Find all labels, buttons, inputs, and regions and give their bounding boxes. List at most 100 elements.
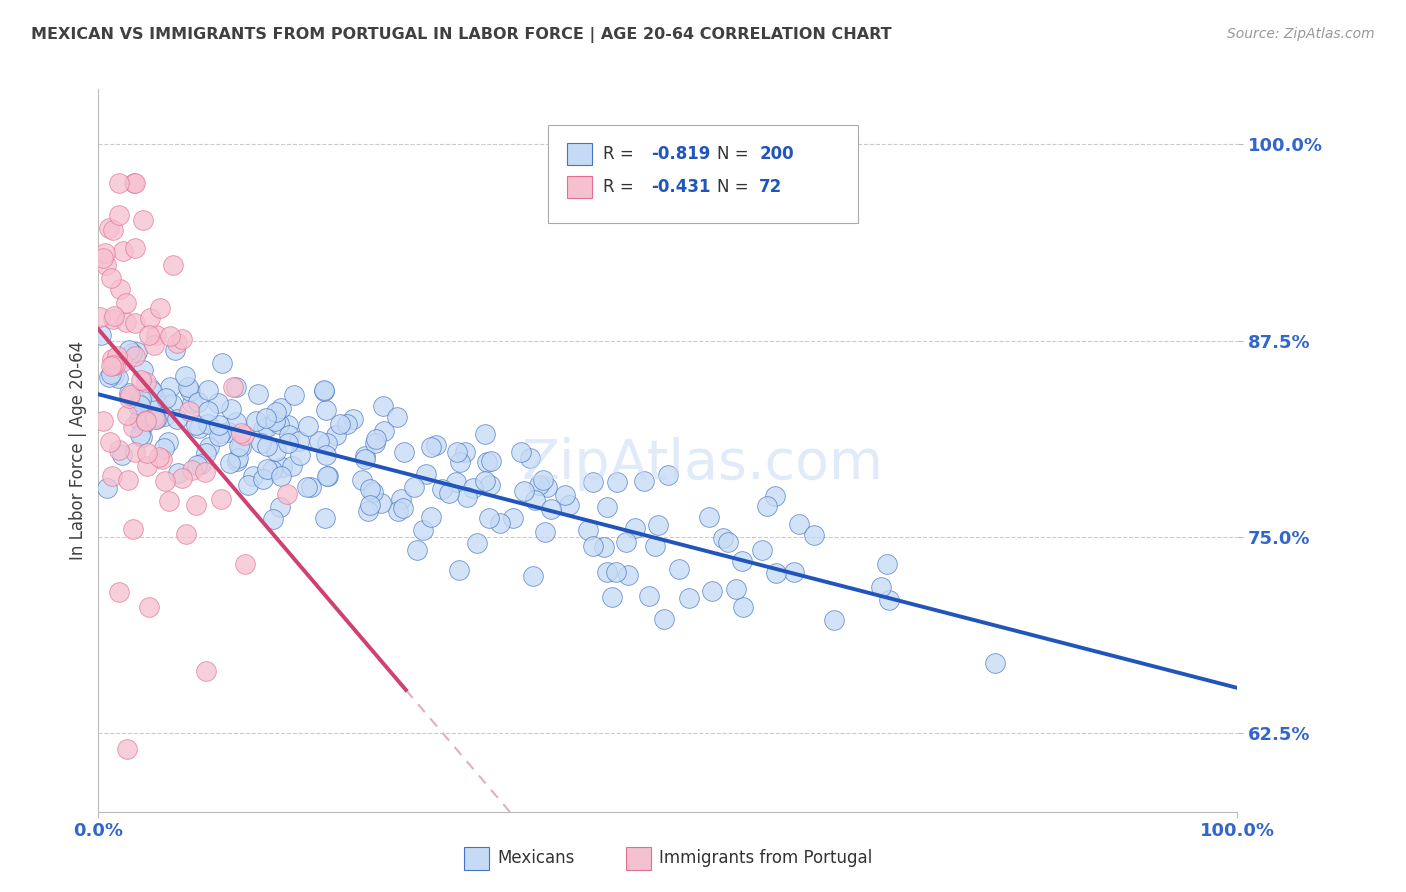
Point <box>155 392 177 406</box>
Point <box>269 500 291 515</box>
Point <box>165 343 187 357</box>
Point <box>638 589 661 603</box>
Point <box>186 458 208 472</box>
Point <box>554 488 576 502</box>
Point <box>139 311 162 326</box>
Point <box>270 401 292 416</box>
Point <box>478 478 501 492</box>
Point <box>217 425 239 439</box>
Point <box>174 368 197 383</box>
Point <box>576 524 599 538</box>
Point <box>89 310 111 324</box>
Point <box>219 402 242 417</box>
Point <box>195 446 218 460</box>
Point <box>209 425 232 440</box>
Point <box>100 367 122 381</box>
Point <box>121 345 143 359</box>
Point <box>596 565 619 579</box>
Point <box>236 477 259 491</box>
Point <box>104 358 127 372</box>
Point <box>118 386 141 401</box>
Point <box>823 613 845 627</box>
Text: N =: N = <box>717 178 754 196</box>
Point <box>176 380 198 394</box>
Point <box>229 440 252 454</box>
Point <box>233 558 256 572</box>
Point <box>314 510 336 524</box>
Point <box>668 562 690 576</box>
Point <box>315 469 337 483</box>
Point <box>167 466 190 480</box>
Point <box>876 557 898 571</box>
Point <box>702 583 724 598</box>
Point <box>197 417 219 432</box>
Point <box>159 494 181 508</box>
Text: 72: 72 <box>759 178 783 196</box>
Point <box>231 425 253 440</box>
Point <box>531 473 554 487</box>
Point <box>128 413 150 427</box>
Point <box>751 543 773 558</box>
Point <box>363 484 385 499</box>
Text: ZipAtlas.com: ZipAtlas.com <box>522 437 884 491</box>
Point <box>148 401 170 415</box>
Point <box>394 445 416 459</box>
Point <box>405 543 427 558</box>
Point <box>187 395 209 409</box>
Point <box>197 383 219 397</box>
Point <box>122 523 145 537</box>
Point <box>186 417 208 432</box>
Point <box>180 396 202 410</box>
Point <box>315 403 337 417</box>
Point <box>131 430 153 444</box>
Point <box>245 414 267 428</box>
Point <box>529 478 551 492</box>
Point <box>107 371 129 385</box>
Point <box>602 591 624 605</box>
Point <box>118 388 141 402</box>
Point <box>156 435 179 450</box>
Point <box>387 409 409 424</box>
Point <box>266 405 288 419</box>
Point <box>803 528 825 542</box>
Point <box>148 450 170 464</box>
Point <box>127 400 149 414</box>
Text: R =: R = <box>603 178 640 196</box>
Point <box>122 177 145 191</box>
Point <box>474 427 496 442</box>
Y-axis label: In Labor Force | Age 20-64: In Labor Force | Age 20-64 <box>69 341 87 560</box>
Point <box>765 566 787 580</box>
Point <box>101 358 124 372</box>
Point <box>93 251 115 265</box>
Point <box>478 510 501 524</box>
Point <box>456 490 478 504</box>
Point <box>256 419 278 434</box>
Point <box>277 417 299 432</box>
Point <box>108 208 131 222</box>
Point <box>100 270 122 285</box>
Point <box>262 512 284 526</box>
Point <box>114 296 136 310</box>
Point <box>179 384 201 398</box>
Point <box>162 258 184 272</box>
Point <box>353 449 375 463</box>
Point <box>596 500 619 515</box>
Point <box>731 554 754 568</box>
Point <box>107 177 129 191</box>
Point <box>135 414 157 428</box>
Point <box>315 448 337 462</box>
Point <box>101 312 124 326</box>
Point <box>479 454 502 468</box>
Point <box>181 463 204 477</box>
Point <box>166 336 188 351</box>
Point <box>558 498 581 512</box>
Point <box>266 443 288 458</box>
Point <box>97 370 120 384</box>
Point <box>118 343 141 357</box>
Point <box>316 469 339 483</box>
Text: R =: R = <box>603 145 640 163</box>
Point <box>186 498 208 512</box>
Point <box>519 450 541 465</box>
Point <box>877 593 900 607</box>
Point <box>129 392 152 407</box>
